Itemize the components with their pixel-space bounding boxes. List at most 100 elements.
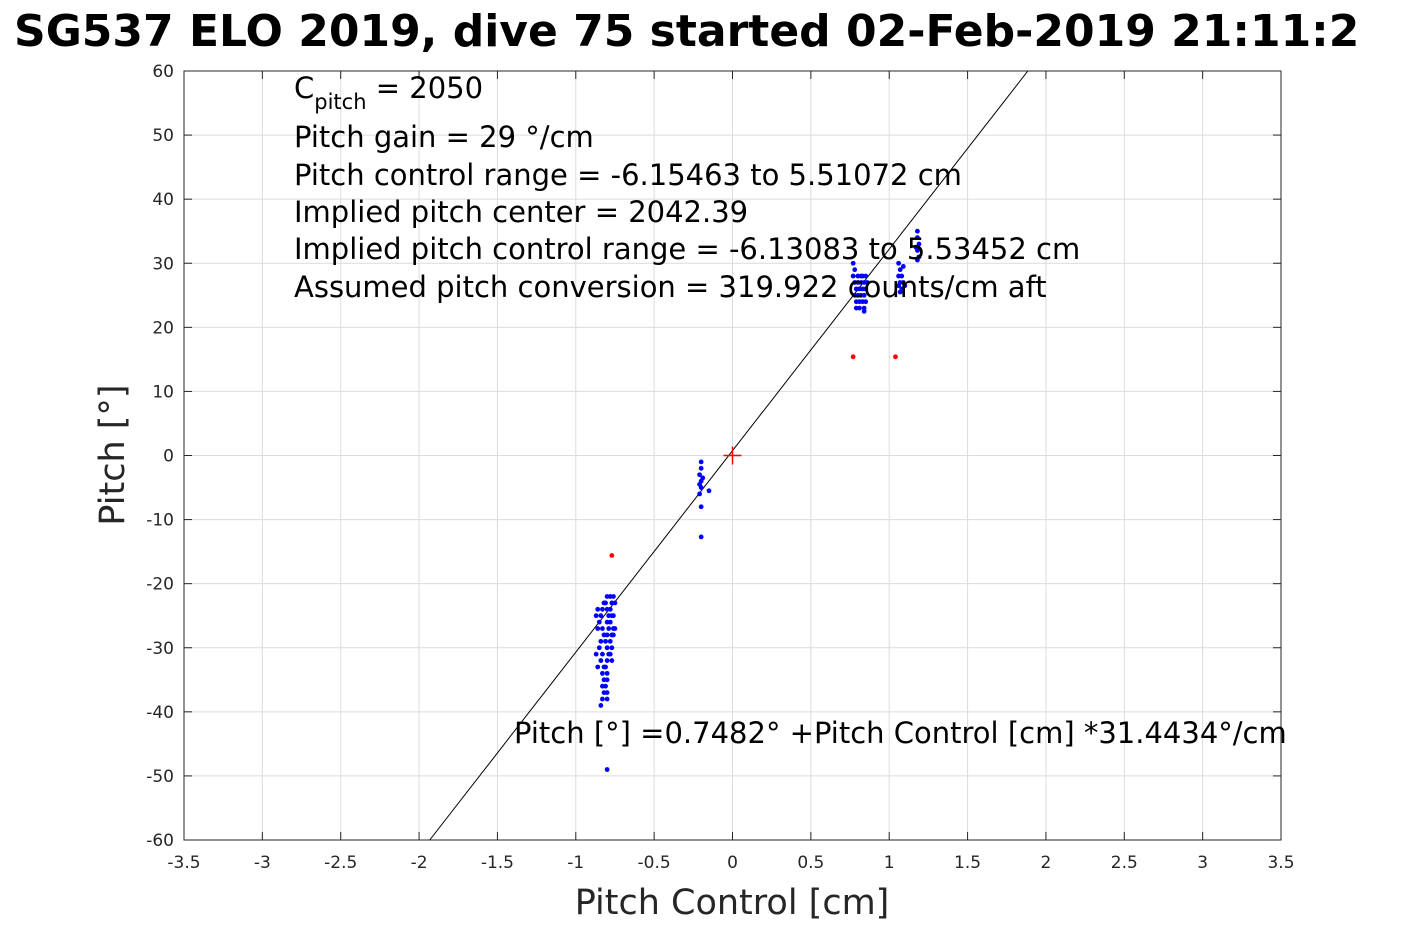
y-tick-label: 40 — [152, 190, 174, 210]
pitch-center-annotation: Implied pitch center = 2042.39 — [294, 195, 748, 229]
x-tick-label: 1.5 — [954, 853, 981, 873]
pitch-range-annotation: Pitch control range = -6.15463 to 5.5107… — [294, 158, 962, 192]
data-point — [902, 283, 908, 289]
data-point — [607, 638, 613, 644]
cpitch-value: = 2050 — [367, 71, 484, 105]
y-tick-label: 50 — [152, 126, 174, 146]
data-point — [610, 594, 616, 599]
data-point — [612, 626, 618, 631]
x-tick-label: -2 — [411, 853, 428, 873]
grid — [183, 70, 1282, 841]
data-point — [915, 235, 920, 241]
data-point — [915, 257, 920, 263]
data-point — [593, 613, 599, 619]
data-point — [864, 280, 870, 285]
data-point — [896, 260, 902, 266]
y-tick-label: 30 — [152, 254, 174, 274]
data-point — [698, 504, 704, 510]
y-axis-label: Pitch [°] — [93, 384, 133, 525]
data-point — [607, 651, 613, 657]
data-point — [853, 305, 859, 311]
pitch-gain-annotation: Pitch gain = 29 °/cm — [294, 120, 594, 154]
data-point — [598, 703, 604, 708]
data-point — [698, 459, 704, 465]
x-tick-label: -2.5 — [324, 853, 357, 873]
data-point — [861, 292, 867, 298]
data-point — [609, 645, 615, 651]
data-point — [601, 600, 607, 606]
data-point — [600, 606, 605, 612]
y-tick-label: -40 — [146, 703, 174, 723]
data-point — [899, 273, 905, 279]
data-point — [593, 651, 599, 657]
data-point — [609, 658, 615, 663]
x-tick-label: 2.5 — [1111, 853, 1138, 873]
x-tick-label: 3 — [1197, 853, 1208, 873]
data-point — [601, 690, 607, 696]
data-point — [600, 696, 605, 702]
y-tick-label: 60 — [152, 62, 174, 82]
data-point — [610, 632, 616, 638]
data-point — [606, 626, 612, 631]
data-point — [913, 244, 919, 250]
data-point — [595, 626, 601, 631]
data-point — [698, 465, 704, 471]
data-point — [600, 626, 605, 631]
data-point — [610, 613, 616, 619]
data-point — [598, 613, 604, 619]
data-point — [852, 267, 858, 273]
data-point — [604, 767, 610, 772]
data-point — [863, 273, 869, 279]
data-point — [607, 619, 613, 625]
data-point — [607, 606, 613, 612]
x-tick-label: 0 — [727, 853, 738, 873]
x-tick-label: -1 — [567, 853, 584, 873]
data-point — [700, 475, 706, 481]
implied-range-annotation: Implied pitch control range = -6.13083 t… — [294, 232, 1080, 266]
y-tick-label: -10 — [146, 511, 174, 531]
pitch-conversion-annotation: Assumed pitch conversion = 319.922 count… — [294, 270, 1047, 304]
data-point — [595, 664, 601, 670]
data-point — [915, 228, 920, 234]
data-point — [612, 600, 618, 606]
data-point — [897, 289, 903, 295]
x-tick-label: -1.5 — [481, 853, 514, 873]
annotation-block: Cpitch = 2050 Pitch gain = 29 °/cm Pitch… — [294, 71, 1287, 750]
data-point — [706, 488, 712, 494]
data-point — [609, 553, 615, 558]
data-point — [900, 264, 906, 269]
data-point — [596, 619, 602, 625]
y-tick-label: -50 — [146, 767, 174, 787]
data-point — [850, 354, 856, 360]
data-point — [603, 638, 608, 644]
data-point — [596, 645, 602, 651]
data-point — [697, 472, 702, 478]
x-axis-label: Pitch Control [cm] — [575, 883, 890, 923]
data-point — [601, 632, 607, 638]
fit-equation-annotation: Pitch [°] =0.7482° +Pitch Control [cm] *… — [514, 716, 1287, 750]
data-point — [916, 241, 922, 247]
data-point — [897, 267, 903, 273]
data-point — [601, 677, 607, 683]
x-tick-label: 3.5 — [1267, 853, 1294, 873]
data-point — [850, 260, 856, 266]
data-point — [600, 683, 605, 689]
x-tick-label: -3.5 — [167, 853, 200, 873]
y-tick-label: 0 — [163, 447, 174, 467]
x-tick-label: 2 — [1041, 853, 1052, 873]
data-point — [893, 354, 898, 360]
x-tick-label: 0.5 — [797, 853, 824, 873]
y-tick-label: -60 — [146, 831, 174, 851]
data-point — [697, 491, 702, 497]
y-tick-label: -20 — [146, 575, 174, 595]
cpitch-prefix: C — [294, 71, 314, 105]
data-point — [850, 273, 856, 279]
data-point — [598, 658, 604, 663]
x-tick-label: -0.5 — [638, 853, 671, 873]
data-point — [600, 651, 605, 657]
data-point — [600, 670, 605, 676]
y-tick-label: 10 — [152, 382, 174, 402]
y-tick-label: -30 — [146, 639, 174, 659]
data-point — [598, 638, 604, 644]
